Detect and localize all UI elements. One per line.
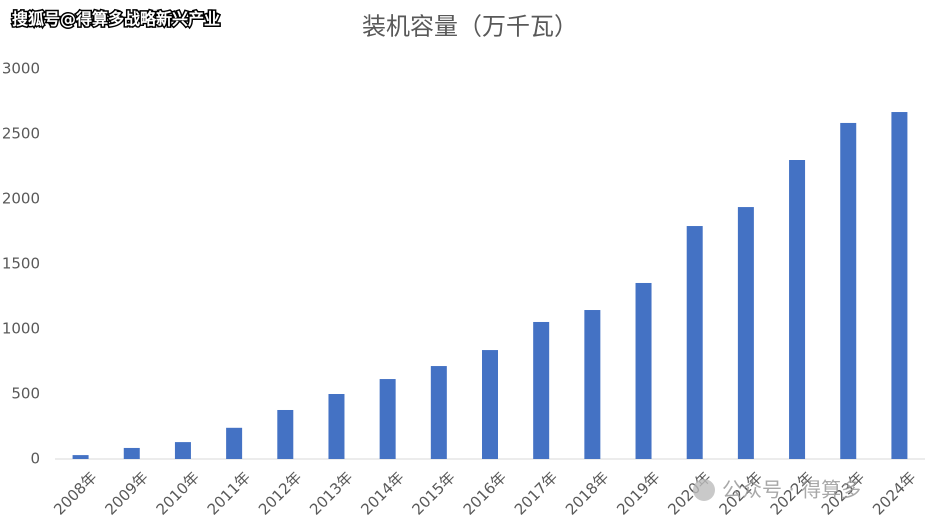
y-tick-label: 500 [11, 385, 40, 403]
bar [891, 112, 908, 459]
bar [482, 350, 498, 459]
bar [737, 207, 754, 459]
chart-title: 装机容量（万千瓦） [362, 13, 578, 41]
bar [123, 447, 140, 459]
x-tick-label: 2019年 [613, 468, 663, 518]
bar [379, 379, 396, 459]
y-tick-label: 0 [30, 450, 40, 468]
x-tick-label: 2011年 [204, 468, 254, 518]
watermark: 搜狐号@得算多战略新兴产业 [12, 10, 220, 29]
bar [686, 226, 703, 459]
x-tick-label: 2018年 [562, 468, 612, 518]
y-tick-label: 1500 [2, 255, 40, 273]
x-tick-label: 2008年 [50, 468, 100, 518]
y-tick-label: 1000 [2, 320, 40, 338]
bar [789, 160, 806, 459]
bar [533, 321, 550, 459]
bar [328, 394, 345, 459]
bar [226, 427, 243, 459]
bar [430, 366, 447, 459]
x-tick-label: 2009年 [101, 468, 151, 518]
x-tick-label: 2014年 [357, 468, 407, 518]
bar [72, 455, 89, 459]
x-tick-label: 2015年 [408, 468, 458, 518]
watermark: 公众号 · 得算多 [722, 478, 861, 502]
y-tick-label: 3000 [2, 60, 40, 78]
watermark-icon [693, 479, 715, 501]
x-tick-label: 2016年 [460, 468, 510, 518]
bar [174, 442, 191, 459]
y-tick-label: 2500 [2, 125, 40, 143]
x-tick-label: 2017年 [511, 468, 561, 518]
y-tick-label: 2000 [2, 190, 40, 208]
bar [635, 282, 652, 459]
x-tick-label: 2024年 [869, 468, 919, 518]
bar [584, 310, 601, 459]
x-tick-label: 2010年 [153, 468, 203, 518]
x-tick-label: 2012年 [255, 468, 305, 518]
bar [277, 409, 294, 459]
bar [840, 122, 857, 459]
x-tick-label: 2013年 [306, 468, 356, 518]
